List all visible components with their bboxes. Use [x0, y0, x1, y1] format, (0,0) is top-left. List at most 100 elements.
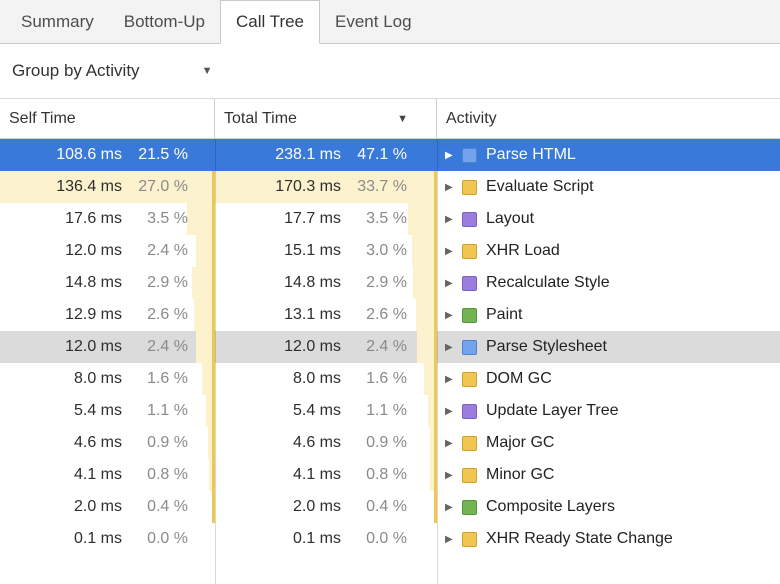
expand-arrow-icon[interactable]: ▶ — [445, 533, 453, 545]
total-time-percentage-bar — [415, 299, 437, 331]
row-recalculate-style[interactable]: 14.8 ms 2.9 % 14.8 ms 2.9 % ▶ Recalculat… — [0, 267, 780, 299]
expand-arrow-icon[interactable]: ▶ — [445, 437, 453, 449]
expand-arrow-icon[interactable]: ▶ — [445, 149, 453, 161]
call-tree-table: 108.6 ms 21.5 % 238.1 ms 47.1 % ▶ Parse … — [0, 139, 780, 584]
total-time-cell: 2.0 ms 0.4 % — [215, 491, 437, 523]
activity-name: Parse Stylesheet — [486, 338, 607, 355]
expand-arrow-icon[interactable]: ▶ — [445, 181, 453, 193]
total-time-cell: 8.0 ms 1.6 % — [215, 363, 437, 395]
row-layout[interactable]: 17.6 ms 3.5 % 17.7 ms 3.5 % ▶ Layout — [0, 203, 780, 235]
category-color-icon — [462, 339, 477, 355]
activity-name: Composite Layers — [486, 498, 615, 515]
self-time-header-label: Self Time — [9, 109, 76, 127]
activity-cell: ▶ Paint — [437, 299, 780, 331]
expand-arrow-icon[interactable]: ▶ — [445, 501, 453, 513]
row-composite-layers[interactable]: 2.0 ms 0.4 % 2.0 ms 0.4 % ▶ Composite La… — [0, 491, 780, 523]
self-time-percentage-bar — [195, 331, 215, 363]
total-time-percent: 0.4 % — [366, 498, 407, 515]
tab-label: Summary — [21, 11, 94, 31]
column-header-activity[interactable]: Activity — [437, 99, 780, 138]
expand-arrow-icon[interactable]: ▶ — [445, 469, 453, 481]
tab-bar: Summary Bottom-Up Call Tree Event Log — [0, 0, 780, 44]
total-time-cell: 170.3 ms 33.7 % — [215, 171, 437, 203]
activity-name: Recalculate Style — [486, 274, 610, 291]
expand-arrow-icon[interactable]: ▶ — [445, 309, 453, 321]
activity-name: Paint — [486, 306, 523, 323]
total-time-percent: 0.0 % — [366, 530, 407, 547]
total-time-value: 17.7 ms — [284, 210, 341, 227]
activity-cell: ▶ Major GC — [437, 427, 780, 459]
activity-name: XHR Ready State Change — [486, 530, 673, 547]
row-major-gc[interactable]: 4.6 ms 0.9 % 4.6 ms 0.9 % ▶ Major GC — [0, 427, 780, 459]
tab-call-tree[interactable]: Call Tree — [219, 0, 321, 44]
column-header-self-time[interactable]: Self Time — [0, 99, 215, 138]
self-time-percentage-bar — [195, 235, 215, 267]
tab-bottom-up[interactable]: Bottom-Up — [109, 0, 220, 43]
self-time-percentage-bar — [208, 459, 215, 491]
row-minor-gc[interactable]: 4.1 ms 0.8 % 4.1 ms 0.8 % ▶ Minor GC — [0, 459, 780, 491]
expand-arrow-icon[interactable]: ▶ — [445, 245, 453, 257]
total-time-value: 4.1 ms — [292, 466, 341, 483]
self-time-cell: 12.0 ms 2.4 % — [0, 331, 215, 363]
tab-label: Event Log — [335, 11, 412, 31]
group-by-select[interactable]: Group by Activity ▼ — [12, 61, 212, 81]
expand-arrow-icon[interactable]: ▶ — [445, 213, 453, 225]
expand-arrow-icon[interactable]: ▶ — [445, 373, 453, 385]
row-paint[interactable]: 12.9 ms 2.6 % 13.1 ms 2.6 % ▶ Paint — [0, 299, 780, 331]
total-time-cell: 14.8 ms 2.9 % — [215, 267, 437, 299]
activity-header-label: Activity — [446, 109, 497, 127]
sort-descending-icon: ▼ — [397, 112, 408, 125]
row-parse-html[interactable]: 108.6 ms 21.5 % 238.1 ms 47.1 % ▶ Parse … — [0, 139, 780, 171]
total-time-percent: 3.0 % — [366, 242, 407, 259]
activity-cell: ▶ Update Layer Tree — [437, 395, 780, 427]
activity-cell: ▶ Minor GC — [437, 459, 780, 491]
total-time-cell: 4.6 ms 0.9 % — [215, 427, 437, 459]
row-xhr-load[interactable]: 12.0 ms 2.4 % 15.1 ms 3.0 % ▶ XHR Load — [0, 235, 780, 267]
total-time-cell: 238.1 ms 47.1 % — [215, 139, 437, 171]
tab-label: Call Tree — [235, 12, 305, 31]
total-time-percent: 33.7 % — [357, 178, 407, 195]
row-parse-stylesheet[interactable]: 12.0 ms 2.4 % 12.0 ms 2.4 % ▶ Parse Styl… — [0, 331, 780, 363]
expand-arrow-icon[interactable]: ▶ — [445, 341, 453, 353]
self-time-cell: 17.6 ms 3.5 % — [0, 203, 215, 235]
total-time-value: 15.1 ms — [284, 242, 341, 259]
self-time-percentage-bar — [191, 267, 215, 299]
self-time-value: 8.0 ms — [73, 370, 122, 387]
activity-cell: ▶ Parse HTML — [437, 139, 780, 171]
self-time-value: 4.6 ms — [73, 434, 122, 451]
chevron-down-icon: ▼ — [201, 65, 213, 77]
group-by-label: Group by Activity — [12, 61, 140, 80]
tab-summary[interactable]: Summary — [6, 0, 109, 43]
category-color-icon — [462, 499, 477, 515]
tab-event-log[interactable]: Event Log — [320, 0, 427, 43]
total-time-header-label: Total Time — [224, 109, 297, 127]
self-time-cell: 108.6 ms 21.5 % — [0, 139, 215, 171]
total-time-percentage-bar — [429, 427, 437, 459]
row-xhr-ready-state-change[interactable]: 0.1 ms 0.0 % 0.1 ms 0.0 % ▶ XHR Ready St… — [0, 523, 780, 555]
self-time-cell: 12.0 ms 2.4 % — [0, 235, 215, 267]
expand-arrow-icon[interactable]: ▶ — [445, 277, 453, 289]
self-time-value: 0.1 ms — [73, 530, 122, 547]
total-time-percent: 2.4 % — [366, 338, 407, 355]
row-update-layer-tree[interactable]: 5.4 ms 1.1 % 5.4 ms 1.1 % ▶ Update Layer… — [0, 395, 780, 427]
total-time-cell: 5.4 ms 1.1 % — [215, 395, 437, 427]
tab-label: Bottom-Up — [123, 11, 205, 31]
self-time-percent: 0.8 % — [147, 466, 188, 483]
category-color-icon — [462, 243, 477, 259]
total-time-cell: 15.1 ms 3.0 % — [215, 235, 437, 267]
category-color-icon — [462, 531, 477, 547]
self-time-percent: 27.0 % — [138, 178, 188, 195]
total-time-value: 0.1 ms — [292, 530, 341, 547]
self-time-percentage-bar — [206, 395, 215, 427]
expand-arrow-icon[interactable]: ▶ — [445, 405, 453, 417]
self-time-percentage-bar — [194, 299, 215, 331]
activity-cell: ▶ XHR Load — [437, 235, 780, 267]
total-time-cell: 13.1 ms 2.6 % — [215, 299, 437, 331]
category-color-icon — [462, 371, 477, 387]
self-time-percent: 1.6 % — [147, 370, 188, 387]
row-evaluate-script[interactable]: 136.4 ms 27.0 % 170.3 ms 33.7 % ▶ Evalua… — [0, 171, 780, 203]
self-time-percent: 2.6 % — [147, 306, 188, 323]
row-dom-gc[interactable]: 8.0 ms 1.6 % 8.0 ms 1.6 % ▶ DOM GC — [0, 363, 780, 395]
column-header-total-time[interactable]: Total Time ▼ — [215, 99, 437, 138]
